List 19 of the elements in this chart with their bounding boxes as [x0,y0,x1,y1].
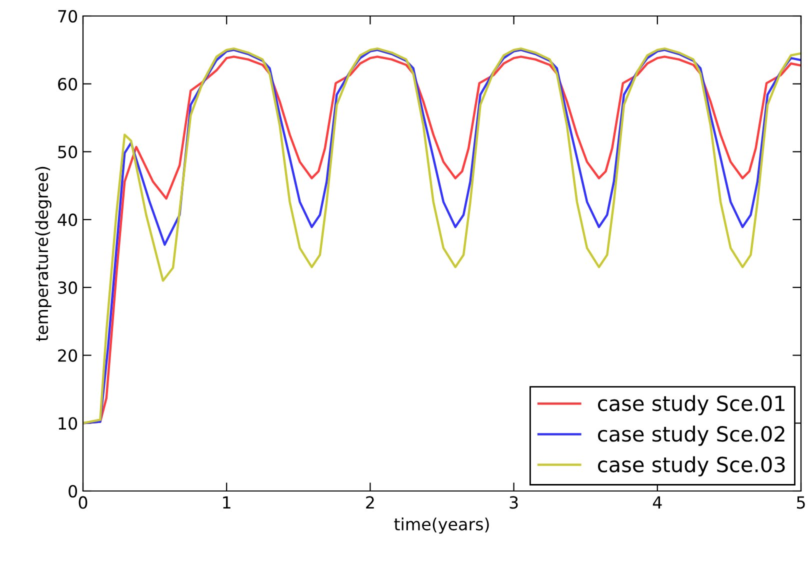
y-tick-label: 10 [58,417,78,430]
legend-label: case study Sce.02 [598,426,784,446]
x-tick-label: 0 [78,496,88,509]
x-tick-label: 3 [510,496,518,509]
y-tick-label: 50 [58,146,78,158]
x-axis-title: time(years) [394,518,489,534]
x-tick-label: 1 [223,496,230,509]
y-axis-title: temperature(degree) [35,166,52,342]
y-tick-label: 70 [58,10,78,23]
x-tick-label: 2 [366,496,374,509]
y-tick-label: 0 [68,484,78,498]
legend-label: case study Sce.01 [598,395,784,416]
y-tick-label: 60 [58,78,78,90]
legend-label: case study Sce.03 [598,456,785,476]
x-tick-label: 5 [796,496,805,509]
y-tick-label: 30 [58,281,78,294]
y-tick-label: 40 [58,214,78,226]
y-tick-label: 20 [58,349,78,362]
x-tick-label: 4 [652,496,662,509]
